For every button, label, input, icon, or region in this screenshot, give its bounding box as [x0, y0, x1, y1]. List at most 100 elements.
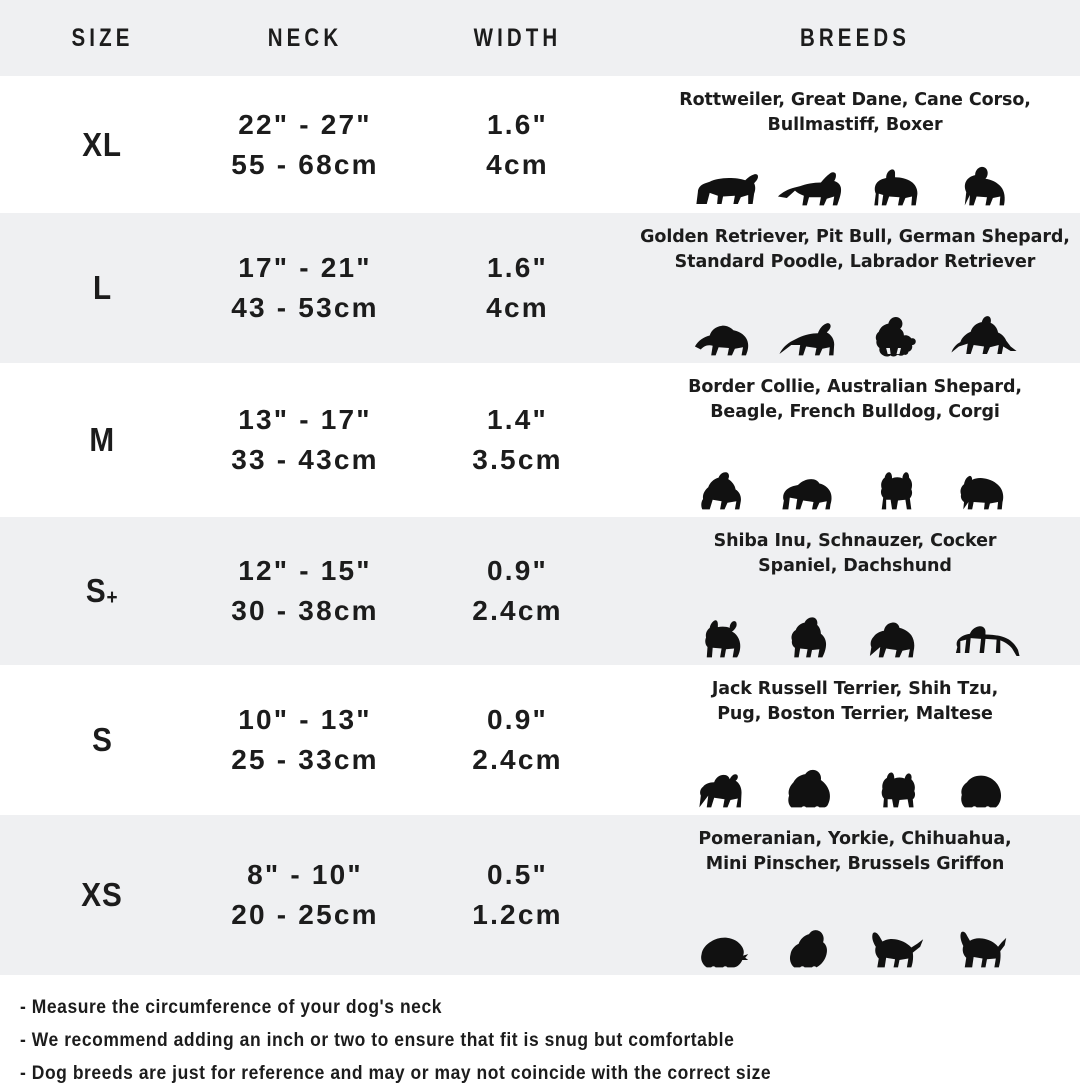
dachshund-icon	[955, 626, 1020, 656]
table-header-row: SIZE NECK WIDTH BREEDS	[0, 0, 1080, 76]
breeds-line: Mini Pinscher, Brussels Griffon	[705, 854, 1005, 875]
width-centimeters: 4cm	[486, 148, 549, 180]
table-row: M 13" - 17" 33 - 43cm 1.4" 3.5cm Border Colli…	[0, 363, 1080, 517]
cell-width: 1.4" 3.5cm	[405, 363, 630, 517]
neck-centimeters: 25 - 33cm	[231, 744, 379, 775]
breeds-line: Jack Russell Terrier, Shih Tzu,	[711, 679, 999, 699]
breeds-line: Pug, Boston Terrier, Maltese	[717, 704, 993, 725]
breed-silhouette-strip	[689, 145, 1021, 213]
footnotes: - Measure the circumference of your dog'…	[0, 975, 1080, 1090]
cell-width: 0.9" 2.4cm	[405, 665, 630, 815]
column-header-width: WIDTH	[473, 23, 562, 52]
footnote-item: - Dog breeds are just for reference and …	[20, 1063, 772, 1085]
neck-inches: 12" - 15"	[238, 555, 372, 587]
cell-size: M	[0, 363, 205, 517]
breeds-text: Golden Retriever, Pit Bull, German Shepa…	[640, 225, 1070, 276]
bullmastiff-icon	[964, 166, 1005, 206]
neck-inches: 17" - 21"	[238, 252, 372, 284]
breeds-line: Shiba Inu, Schnauzer, Cocker	[713, 531, 997, 551]
neck-centimeters: 20 - 25cm	[231, 899, 379, 930]
cell-breeds: Border Collie, Australian Shepard, Beagle…	[630, 363, 1080, 517]
size-label: L	[92, 269, 113, 306]
schnauzer-icon	[791, 617, 827, 658]
width-inches: 0.9"	[487, 704, 548, 736]
width-centimeters: 3.5cm	[472, 444, 563, 475]
breed-silhouette-strip	[689, 734, 1021, 815]
cell-size: XS	[0, 815, 205, 975]
size-label: XS	[81, 876, 124, 913]
column-header-breeds: BREEDS	[799, 23, 911, 52]
standard-poodle-icon	[875, 316, 916, 357]
cell-width: 1.6" 4cm	[405, 76, 630, 213]
size-label: XL	[82, 125, 123, 163]
breed-silhouette-strip	[689, 884, 1021, 975]
column-header-size: SIZE	[71, 23, 134, 52]
cell-size: S+	[0, 517, 205, 665]
neck-centimeters: 43 - 53cm	[231, 292, 379, 323]
golden-retriever-icon	[694, 325, 749, 356]
width-inches: 1.6"	[487, 108, 548, 140]
width-inches: 0.9"	[487, 555, 548, 587]
table-body: XL 22" - 27" 55 - 68cm 1.6" 4cm Rottweiler, G…	[0, 76, 1080, 975]
neck-inches: 13" - 17"	[238, 404, 372, 436]
maltese-icon	[961, 775, 1002, 808]
neck-centimeters: 33 - 43cm	[231, 444, 379, 475]
size-plus-modifier: +	[106, 586, 119, 609]
cocker-spaniel-icon	[869, 622, 915, 658]
pit-bull-icon	[779, 323, 835, 356]
pomeranian-icon	[701, 937, 749, 968]
rottweiler-icon	[696, 174, 759, 204]
breeds-line: Standard Poodle, Labrador Retriever	[674, 252, 1036, 273]
cane-corso-icon	[874, 169, 918, 206]
cell-neck: 17" - 21" 43 - 53cm	[205, 213, 405, 363]
breeds-line: Border Collie, Australian Shepard,	[688, 377, 1022, 397]
cell-neck: 13" - 17" 33 - 43cm	[205, 363, 405, 517]
size-label: M	[89, 421, 116, 458]
width-inches: 1.4"	[487, 404, 548, 436]
breed-silhouette-strip	[689, 432, 1021, 517]
breeds-line: Spaniel, Dachshund	[758, 556, 952, 577]
cell-breeds: Shiba Inu, Schnauzer, Cocker Spaniel, Dac…	[630, 517, 1080, 665]
cell-breeds: Rottweiler, Great Dane, Cane Corso, Bullm…	[630, 76, 1080, 213]
table-row: XS 8" - 10" 20 - 25cm 0.5" 1.2cm Pomeranian, …	[0, 815, 1080, 975]
yorkie-icon	[789, 930, 827, 968]
cell-size: S	[0, 665, 205, 815]
column-header-neck: NECK	[267, 23, 343, 52]
width-inches: 0.5"	[487, 859, 548, 891]
table-row: XL 22" - 27" 55 - 68cm 1.6" 4cm Rottweiler, G…	[0, 76, 1080, 213]
table-row: L 17" - 21" 43 - 53cm 1.6" 4cm Golden Retriev…	[0, 213, 1080, 363]
breed-silhouette-strip	[689, 282, 1021, 363]
breed-silhouette-strip	[689, 586, 1021, 665]
width-inches: 1.6"	[487, 252, 548, 284]
breeds-text: Jack Russell Terrier, Shih Tzu, Pug, Bost…	[640, 677, 1070, 728]
breeds-text: Border Collie, Australian Shepard, Beagle…	[640, 375, 1070, 426]
breeds-line: Bullmastiff, Boxer	[767, 115, 943, 136]
neck-inches: 10" - 13"	[238, 704, 372, 736]
width-centimeters: 2.4cm	[472, 744, 563, 775]
shiba-inu-icon	[705, 620, 741, 658]
jack-russell-terrier-icon	[699, 774, 742, 808]
cell-neck: 8" - 10" 20 - 25cm	[205, 815, 405, 975]
neck-centimeters: 30 - 38cm	[231, 595, 379, 626]
cell-breeds: Pomeranian, Yorkie, Chihuahua, Mini Pinsc…	[630, 815, 1080, 975]
breeds-line: Beagle, French Bulldog, Corgi	[710, 402, 1000, 423]
mini-pinscher-icon	[960, 931, 1007, 968]
german-shepard-icon	[951, 316, 1017, 354]
size-label: S+	[86, 572, 119, 609]
table-row: S 10" - 13" 25 - 33cm 0.9" 2.4cm Jack Russell…	[0, 665, 1080, 815]
width-centimeters: 4cm	[486, 292, 549, 323]
cell-neck: 10" - 13" 25 - 33cm	[205, 665, 405, 815]
size-label: S	[92, 721, 113, 758]
french-bulldog-icon	[880, 472, 913, 510]
breeds-text: Pomeranian, Yorkie, Chihuahua, Mini Pinsc…	[640, 827, 1070, 878]
neck-centimeters: 55 - 68cm	[231, 148, 379, 180]
corgi-icon	[960, 475, 1004, 510]
breeds-line: Golden Retriever, Pit Bull, German Shepa…	[640, 227, 1070, 247]
great-dane-icon	[777, 172, 842, 206]
cell-breeds: Golden Retriever, Pit Bull, German Shepa…	[630, 213, 1080, 363]
footnote-item: - We recommend adding an inch or two to …	[20, 1030, 735, 1052]
table-row: S+ 12" - 15" 30 - 38cm 0.9" 2.4cm Shiba Inu, …	[0, 517, 1080, 665]
cell-width: 0.9" 2.4cm	[405, 517, 630, 665]
breeds-line: Rottweiler, Great Dane, Cane Corso,	[679, 90, 1031, 110]
chihuahua-icon	[872, 932, 924, 968]
